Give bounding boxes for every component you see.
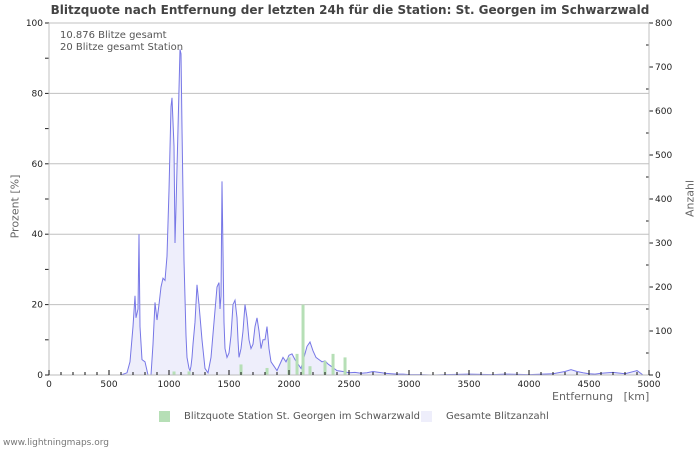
x-axis-label: Entfernung [km] (552, 390, 650, 403)
svg-text:4500: 4500 (578, 380, 601, 390)
legend-swatch-blue (421, 411, 432, 422)
svg-text:40: 40 (32, 230, 44, 240)
legend-item-total: Gesamte Blitzanzahl (421, 411, 549, 422)
legend-swatch-green (159, 411, 170, 422)
legend-label-station: Blitzquote Station St. Georgen im Schwar… (184, 411, 420, 422)
svg-text:300: 300 (655, 239, 672, 249)
y-left-axis-label: Prozent [%] (8, 174, 22, 239)
svg-text:0: 0 (655, 371, 661, 381)
svg-text:4000: 4000 (518, 380, 541, 390)
svg-text:1500: 1500 (218, 380, 241, 390)
legend-label-total: Gesamte Blitzanzahl (446, 411, 549, 422)
footer-link[interactable]: www.lightningmaps.org (3, 438, 109, 448)
svg-text:3000: 3000 (398, 380, 421, 390)
svg-text:700: 700 (655, 63, 672, 73)
svg-text:800: 800 (655, 19, 672, 29)
svg-text:2500: 2500 (338, 380, 361, 390)
svg-text:60: 60 (32, 160, 44, 170)
svg-text:100: 100 (655, 327, 672, 337)
svg-text:2000: 2000 (278, 380, 301, 390)
chart-title: Blitzquote nach Entfernung der letzten 2… (50, 3, 650, 17)
legend-item-station: Blitzquote Station St. Georgen im Schwar… (159, 411, 420, 422)
svg-text:600: 600 (655, 107, 672, 117)
y-right-axis-label: Anzahl (683, 179, 697, 218)
svg-text:400: 400 (655, 195, 672, 205)
svg-text:20: 20 (32, 301, 44, 311)
svg-text:5000: 5000 (638, 380, 661, 390)
svg-text:1000: 1000 (158, 380, 181, 390)
svg-text:200: 200 (655, 283, 672, 293)
svg-text:80: 80 (32, 89, 44, 99)
svg-text:0: 0 (37, 371, 43, 381)
svg-text:500: 500 (100, 380, 117, 390)
total-lightning-area (120, 49, 644, 376)
svg-text:100: 100 (26, 19, 43, 29)
stat-station: 20 Blitze gesamt Station (60, 42, 184, 53)
svg-text:500: 500 (655, 151, 672, 161)
svg-text:3500: 3500 (458, 380, 481, 390)
station-rate-bars (172, 304, 347, 375)
stat-total: 10.876 Blitze gesamt (60, 30, 167, 41)
svg-text:0: 0 (46, 380, 52, 390)
